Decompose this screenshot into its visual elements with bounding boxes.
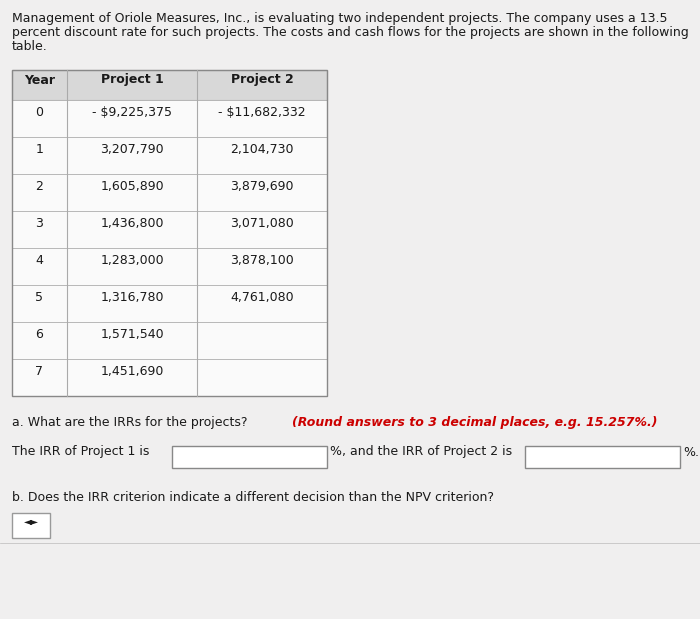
Text: 2: 2 <box>36 180 43 193</box>
Text: a. What are the IRRs for the projects?: a. What are the IRRs for the projects? <box>12 416 251 429</box>
Text: 5: 5 <box>36 291 43 304</box>
Bar <box>525 446 680 468</box>
Bar <box>12 248 327 285</box>
Text: The IRR of Project 1 is: The IRR of Project 1 is <box>12 446 149 459</box>
Text: %.: %. <box>683 446 699 459</box>
Text: 3,071,080: 3,071,080 <box>230 217 294 230</box>
Text: ◄►: ◄► <box>24 516 38 527</box>
Text: Year: Year <box>24 74 55 87</box>
Text: Management of Oriole Measures, Inc., is evaluating two independent projects. The: Management of Oriole Measures, Inc., is … <box>12 12 668 25</box>
Bar <box>12 513 50 538</box>
Text: %, and the IRR of Project 2 is: %, and the IRR of Project 2 is <box>330 446 512 459</box>
Text: 3,207,790: 3,207,790 <box>100 143 164 156</box>
Text: 7: 7 <box>36 365 43 378</box>
Text: 4: 4 <box>36 254 43 267</box>
Text: 1,283,000: 1,283,000 <box>100 254 164 267</box>
Text: 3: 3 <box>36 217 43 230</box>
Text: 6: 6 <box>36 328 43 341</box>
Bar <box>12 70 327 396</box>
Text: Project 1: Project 1 <box>101 74 163 87</box>
Text: 0: 0 <box>36 106 43 119</box>
Text: (Round answers to 3 decimal places, e.g. 15.257%.): (Round answers to 3 decimal places, e.g.… <box>292 416 657 429</box>
Bar <box>12 70 327 100</box>
Text: 2,104,730: 2,104,730 <box>230 143 294 156</box>
Text: 3,879,690: 3,879,690 <box>230 180 294 193</box>
Text: 1,451,690: 1,451,690 <box>100 365 164 378</box>
Bar <box>12 322 327 359</box>
Text: Project 2: Project 2 <box>230 74 293 87</box>
Bar <box>12 100 327 137</box>
Bar <box>12 359 327 396</box>
Bar <box>12 137 327 174</box>
Text: table.: table. <box>12 40 48 53</box>
Text: 1,436,800: 1,436,800 <box>100 217 164 230</box>
Bar <box>12 174 327 211</box>
Text: b. Does the IRR criterion indicate a different decision than the NPV criterion?: b. Does the IRR criterion indicate a dif… <box>12 491 494 504</box>
Text: 1,571,540: 1,571,540 <box>100 328 164 341</box>
Text: 1: 1 <box>36 143 43 156</box>
Text: 1,605,890: 1,605,890 <box>100 180 164 193</box>
Text: 3,878,100: 3,878,100 <box>230 254 294 267</box>
Bar <box>172 446 327 468</box>
Text: - $11,682,332: - $11,682,332 <box>218 106 306 119</box>
Bar <box>12 211 327 248</box>
Text: - $9,225,375: - $9,225,375 <box>92 106 172 119</box>
Bar <box>12 285 327 322</box>
Text: 1,316,780: 1,316,780 <box>100 291 164 304</box>
Text: 4,761,080: 4,761,080 <box>230 291 294 304</box>
Text: percent discount rate for such projects. The costs and cash flows for the projec: percent discount rate for such projects.… <box>12 26 689 39</box>
